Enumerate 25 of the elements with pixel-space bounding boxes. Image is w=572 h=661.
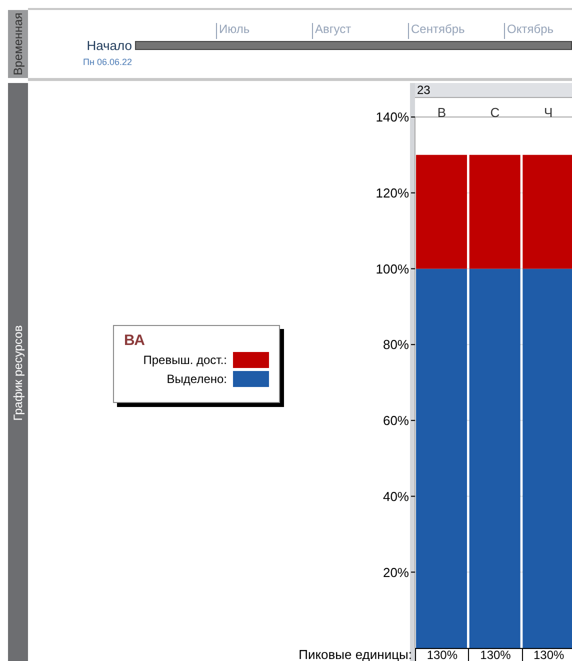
text: 23 — [415, 83, 572, 98]
x-tick-label: Ч — [544, 105, 553, 120]
text: Временная — [11, 12, 25, 76]
text: Начало — [86, 38, 132, 53]
x-tick-label: В — [437, 105, 446, 120]
text: Пн 06.06.22 — [83, 57, 132, 67]
text: Сентябрь — [408, 22, 465, 39]
y-tick-label: 60% — [382, 413, 410, 428]
total-label: 130% — [522, 648, 572, 661]
text: График ресурсов — [11, 325, 25, 421]
y-tick-label: 20% — [382, 564, 410, 580]
y-tick-label: 140% — [376, 110, 410, 125]
total-label: 130% — [415, 648, 468, 661]
y-tick-label: 80% — [382, 337, 410, 352]
total-label: 130% — [468, 648, 522, 661]
y-tick-label: 120% — [376, 185, 410, 200]
legend-label: Превыш. дост.: — [143, 353, 227, 367]
y-tick-label: 40% — [382, 488, 410, 504]
text: Июль — [216, 22, 250, 39]
legend-title: ВА — [124, 332, 146, 349]
text: Октябрь — [504, 22, 554, 39]
legend-label: Выделено: — [166, 372, 227, 386]
y-tick-label: 100% — [376, 261, 410, 276]
x-tick-label: С — [490, 105, 500, 120]
text: Август — [312, 22, 352, 39]
